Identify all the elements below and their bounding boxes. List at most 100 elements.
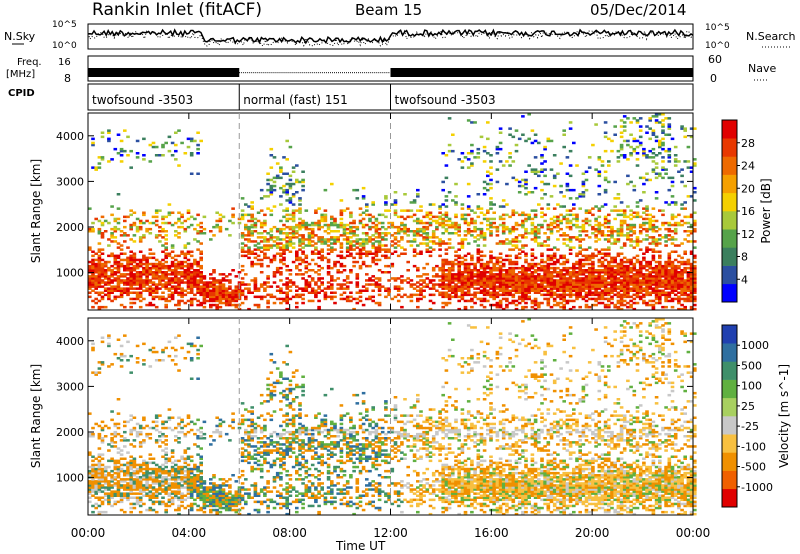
power-cell: [552, 303, 557, 307]
power-cell: [645, 291, 649, 294]
power-cell: [310, 227, 315, 231]
power-cell: [119, 291, 124, 294]
power-cell: [578, 225, 582, 229]
power-cell: [151, 256, 156, 260]
power-cell: [97, 275, 102, 278]
power-cells: [88, 113, 697, 311]
power-cell: [218, 299, 223, 303]
power-cell: [677, 287, 681, 290]
power-cell: [607, 293, 611, 297]
nave-dot: [388, 72, 390, 74]
power-cell: [673, 227, 678, 231]
power-cell: [113, 279, 118, 282]
power-cell: [393, 213, 398, 217]
power-cell: [183, 273, 188, 276]
power-cell: [167, 264, 172, 268]
power-cell: [253, 283, 258, 286]
power-cell: [616, 160, 621, 163]
power-cell: [406, 230, 410, 233]
power-cell: [603, 297, 608, 301]
power-cell: [196, 279, 200, 282]
power-cell: [177, 164, 181, 167]
power-cell: [629, 154, 633, 157]
power-cell: [524, 258, 528, 262]
power-cell: [412, 287, 417, 290]
power-cell: [123, 225, 127, 229]
power-cell: [116, 285, 121, 288]
power-cell: [269, 166, 274, 169]
power-cell: [412, 283, 417, 286]
power-cell: [514, 303, 519, 307]
power-cell: [578, 281, 582, 284]
power-cell: [158, 269, 162, 272]
power-cell: [170, 262, 175, 266]
power-cell: [244, 250, 248, 253]
power-cell: [447, 262, 452, 266]
power-cell: [103, 305, 108, 309]
power-cell: [444, 213, 449, 217]
power-cell: [275, 176, 280, 180]
power-cell: [275, 269, 280, 272]
power-cell: [540, 287, 544, 290]
power-cell: [613, 271, 617, 274]
power-cell: [269, 230, 274, 233]
power-cell: [521, 297, 525, 301]
power-cell: [161, 285, 165, 288]
power-cell: [97, 291, 102, 294]
power-cell: [664, 293, 668, 297]
power-cell: [438, 279, 442, 282]
power-cell: [304, 264, 309, 268]
power-cell: [355, 246, 360, 249]
power-cell: [110, 271, 114, 274]
power-cell: [629, 240, 633, 243]
power-cell: [97, 269, 102, 272]
power-cell: [689, 264, 694, 268]
power-cell: [559, 227, 563, 231]
power-cell: [546, 277, 551, 280]
power-cell: [607, 303, 611, 307]
power-cell: [189, 297, 194, 301]
power-cell: [527, 191, 531, 194]
power-cell: [572, 285, 576, 288]
power-cell: [568, 174, 573, 178]
power-cell: [603, 258, 608, 262]
power-cell: [317, 240, 321, 243]
power-cell: [514, 273, 519, 276]
power-cell: [285, 191, 289, 194]
power-cell: [291, 232, 296, 235]
power-cell: [619, 293, 624, 297]
power-cell: [495, 266, 500, 270]
power-cell: [371, 244, 375, 247]
power-cell: [603, 264, 608, 268]
power-cell: [651, 147, 656, 151]
power-cell: [689, 305, 694, 309]
power-cell: [441, 240, 445, 243]
power-cell: [648, 266, 652, 270]
power-cell: [597, 277, 602, 280]
power-cell: [97, 305, 102, 309]
power-cell: [368, 264, 372, 268]
power-cell: [148, 248, 153, 251]
power-cell: [594, 279, 598, 282]
power-cell: [454, 227, 458, 231]
power-cell: [511, 244, 516, 247]
power-cell: [626, 305, 630, 309]
power-cell: [189, 301, 194, 305]
power-cell: [161, 145, 165, 149]
power-cell: [498, 223, 503, 227]
power-cell: [581, 172, 586, 175]
power-cell: [482, 232, 487, 235]
power-cell: [129, 213, 133, 217]
power-cell: [103, 277, 108, 280]
power-cell: [390, 262, 395, 266]
power-cell: [174, 271, 178, 274]
power-cell: [91, 299, 95, 303]
power-cell: [693, 283, 697, 286]
power-cell: [495, 301, 500, 305]
power-cell: [441, 219, 445, 223]
velocity-cell: [97, 361, 102, 364]
nave-dot: [368, 72, 370, 74]
power-cell: [253, 225, 258, 229]
power-cell: [231, 207, 235, 210]
power-cell: [342, 297, 347, 301]
